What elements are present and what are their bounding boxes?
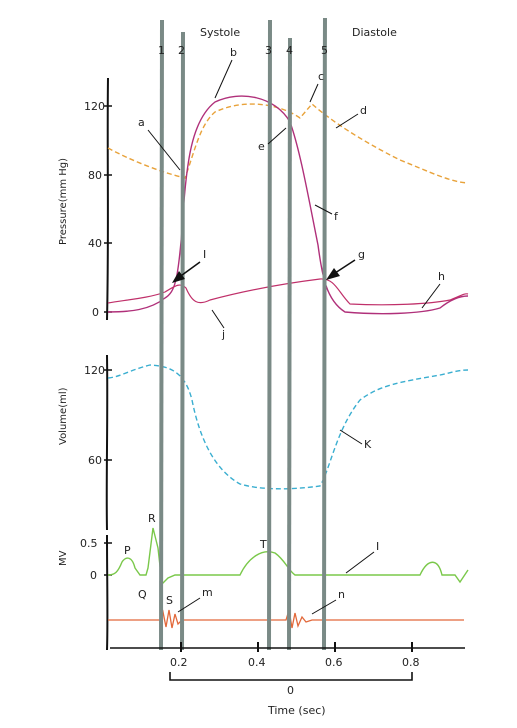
ventricular-volume-curve [107, 364, 469, 490]
leader-i-ecg [345, 551, 375, 574]
phase-line-1 [159, 19, 164, 651]
diastole-label: Diastole [352, 26, 397, 39]
annotation-k: K [364, 438, 372, 451]
volume-tick-60: 60 [88, 454, 102, 467]
leader-d [335, 113, 359, 129]
phase-line-2 [180, 31, 185, 651]
leader-f [314, 204, 333, 215]
annotation-e: e [258, 140, 265, 153]
pressure-tick-80: 80 [88, 169, 102, 182]
time-axis-title: Time (sec) [267, 704, 326, 717]
phase-label-5: 5 [321, 44, 328, 57]
pressure-tick-0: 0 [92, 306, 99, 319]
pressure-tick-120: 120 [84, 100, 105, 113]
pressure-y-axis [106, 77, 109, 321]
ecg-axis-title: MV [58, 550, 69, 566]
annotation-f: f [334, 210, 339, 223]
leader-m [177, 597, 201, 613]
heart-sound-trace [108, 609, 464, 629]
phase-line-5 [322, 17, 327, 651]
ecg-label-R: R [148, 512, 156, 525]
ecg-label-T: T [259, 538, 267, 551]
ecg-label-S: S [166, 594, 173, 607]
bracket-zero-label: 0 [287, 684, 294, 697]
time-tick-label-06: 0.6 [325, 656, 343, 669]
phase-label-4: 4 [286, 44, 293, 57]
time-tick-label-04: 0.4 [248, 656, 266, 669]
leader-k [339, 429, 363, 445]
volume-y-axis [105, 354, 109, 531]
leader-n [311, 599, 337, 615]
annotation-g: g [358, 248, 365, 261]
leader-j [211, 309, 225, 329]
annotation-m: m [202, 586, 213, 599]
annotation-n: n [338, 588, 345, 601]
ecg-label-P: P [124, 544, 131, 557]
phase-label-3: 3 [265, 44, 272, 57]
leader-h [421, 283, 441, 309]
annotation-i-arrow: I [203, 248, 206, 261]
systole-label: Systole [200, 26, 240, 39]
volume-axis-title: Volume(ml) [58, 387, 69, 445]
atrial-pressure-curve [107, 278, 469, 306]
phase-label-2: 2 [178, 44, 185, 57]
arrow-g-head [326, 268, 340, 280]
time-tick-label-08: 0.8 [402, 656, 420, 669]
ecg-tick-0: 0 [90, 569, 97, 582]
leader-a [147, 129, 181, 171]
pressure-tick-40: 40 [88, 237, 102, 250]
arrow-i-head [172, 271, 185, 283]
cycle-bracket [169, 672, 413, 681]
leader-b [214, 59, 233, 99]
annotation-b: b [230, 46, 237, 59]
annotation-d: d [360, 104, 367, 117]
leader-c [309, 83, 319, 103]
volume-tick-120: 120 [84, 364, 105, 377]
phase-line-3 [267, 19, 272, 651]
annotation-c: c [318, 70, 324, 83]
annotation-h: h [438, 270, 445, 283]
time-tick-label-02: 0.2 [170, 656, 188, 669]
phase-line-4 [287, 37, 292, 651]
ecg-trace [107, 527, 469, 586]
annotation-a: a [138, 116, 145, 129]
leader-e [267, 127, 287, 145]
ecg-tick-05: 0.5 [80, 537, 98, 550]
pressure-axis-title: Pressure(mm Hg) [58, 158, 69, 245]
ecg-label-Q: Q [138, 588, 147, 601]
annotation-j: j [221, 328, 225, 341]
phase-label-1: 1 [158, 44, 165, 57]
annotation-i-ecg: I [376, 540, 379, 553]
